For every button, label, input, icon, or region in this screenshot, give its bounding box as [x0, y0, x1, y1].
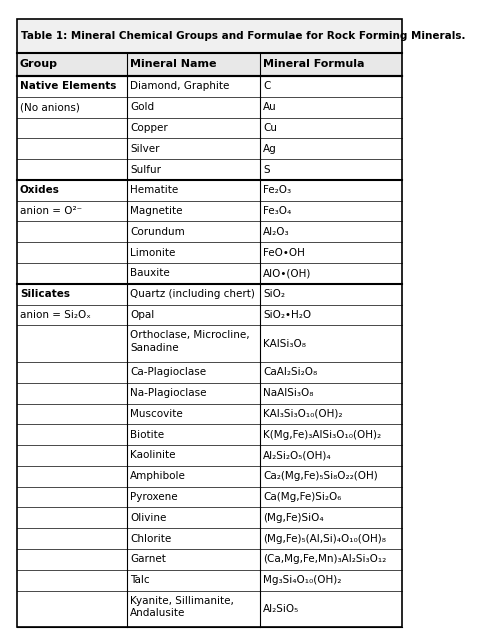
Text: Fe₃O₄: Fe₃O₄: [263, 206, 291, 216]
Text: SiO₂•H₂O: SiO₂•H₂O: [263, 310, 311, 320]
Text: Sulfur: Sulfur: [130, 164, 161, 175]
Text: Mg₃Si₄O₁₀(OH)₂: Mg₃Si₄O₁₀(OH)₂: [263, 575, 342, 585]
Text: Al₂Si₂O₅(OH)₄: Al₂Si₂O₅(OH)₄: [263, 451, 332, 461]
Text: Kaolinite: Kaolinite: [130, 451, 175, 461]
Text: Mineral Name: Mineral Name: [130, 60, 216, 69]
Text: Ag: Ag: [263, 144, 277, 154]
Text: Garnet: Garnet: [130, 554, 166, 564]
Text: Limonite: Limonite: [130, 248, 175, 258]
Text: Na-Plagioclase: Na-Plagioclase: [130, 388, 206, 398]
Text: Biotite: Biotite: [130, 429, 164, 440]
Text: Talc: Talc: [130, 575, 149, 585]
Text: Au: Au: [263, 102, 277, 112]
Text: CaAl₂Si₂O₈: CaAl₂Si₂O₈: [263, 367, 317, 378]
Text: Bauxite: Bauxite: [130, 268, 170, 278]
Text: Muscovite: Muscovite: [130, 409, 183, 419]
Bar: [17, 53, 402, 76]
Text: Chlorite: Chlorite: [130, 534, 171, 543]
Text: Magnetite: Magnetite: [130, 206, 182, 216]
Text: Diamond, Graphite: Diamond, Graphite: [130, 81, 229, 92]
Text: Amphibole: Amphibole: [130, 471, 186, 481]
Text: Al₂SiO₅: Al₂SiO₅: [263, 604, 299, 614]
Text: KAl₃Si₃O₁₀(OH)₂: KAl₃Si₃O₁₀(OH)₂: [263, 409, 343, 419]
Text: Hematite: Hematite: [130, 186, 178, 195]
Text: Mineral Formula: Mineral Formula: [263, 60, 364, 69]
Text: Ca₂(Mg,Fe)₅Si₈O₂₂(OH): Ca₂(Mg,Fe)₅Si₈O₂₂(OH): [263, 471, 378, 481]
Text: Silver: Silver: [130, 144, 159, 154]
Text: Pyroxene: Pyroxene: [130, 492, 178, 502]
Text: Silicates: Silicates: [20, 289, 70, 299]
Text: (Ca,Mg,Fe,Mn)₃Al₂Si₃O₁₂: (Ca,Mg,Fe,Mn)₃Al₂Si₃O₁₂: [263, 554, 386, 564]
Text: Group: Group: [20, 60, 58, 69]
Text: S: S: [263, 164, 270, 175]
Text: Kyanite, Sillimanite,
Andalusite: Kyanite, Sillimanite, Andalusite: [130, 596, 234, 618]
Text: (Mg,Fe)SiO₄: (Mg,Fe)SiO₄: [263, 513, 324, 523]
Text: (Mg,Fe)₅(Al,Si)₄O₁₀(OH)₈: (Mg,Fe)₅(Al,Si)₄O₁₀(OH)₈: [263, 534, 386, 543]
Text: Oxides: Oxides: [20, 186, 60, 195]
Text: Ca-Plagioclase: Ca-Plagioclase: [130, 367, 206, 378]
Text: anion = Si₂Oₓ: anion = Si₂Oₓ: [20, 310, 91, 320]
Text: Gold: Gold: [130, 102, 154, 112]
Text: FeO•OH: FeO•OH: [263, 248, 305, 258]
Text: Copper: Copper: [130, 123, 168, 133]
Text: AlO•(OH): AlO•(OH): [263, 268, 311, 278]
Text: Fe₂O₃: Fe₂O₃: [263, 186, 291, 195]
Bar: [17, 19, 402, 53]
Text: SiO₂: SiO₂: [263, 289, 285, 299]
Text: Al₂O₃: Al₂O₃: [263, 227, 290, 237]
Text: Native Elements: Native Elements: [20, 81, 116, 92]
Text: Ca(Mg,Fe)Si₂O₆: Ca(Mg,Fe)Si₂O₆: [263, 492, 342, 502]
Text: Opal: Opal: [130, 310, 154, 320]
Text: anion = O²⁻: anion = O²⁻: [20, 206, 82, 216]
Text: K(Mg,Fe)₃AlSi₃O₁₀(OH)₂: K(Mg,Fe)₃AlSi₃O₁₀(OH)₂: [263, 429, 381, 440]
Text: Table 1: Mineral Chemical Groups and Formulae for Rock Forming Minerals.: Table 1: Mineral Chemical Groups and For…: [21, 31, 465, 41]
Text: Orthoclase, Microcline,
Sanadine: Orthoclase, Microcline, Sanadine: [130, 330, 249, 353]
Text: Corundum: Corundum: [130, 227, 185, 237]
Text: Quartz (including chert): Quartz (including chert): [130, 289, 255, 299]
Text: Olivine: Olivine: [130, 513, 166, 523]
Text: C: C: [263, 81, 270, 92]
Text: Cu: Cu: [263, 123, 277, 133]
Text: KAlSi₃O₈: KAlSi₃O₈: [263, 339, 306, 349]
Text: (No anions): (No anions): [20, 102, 80, 112]
Text: NaAlSi₃O₈: NaAlSi₃O₈: [263, 388, 313, 398]
